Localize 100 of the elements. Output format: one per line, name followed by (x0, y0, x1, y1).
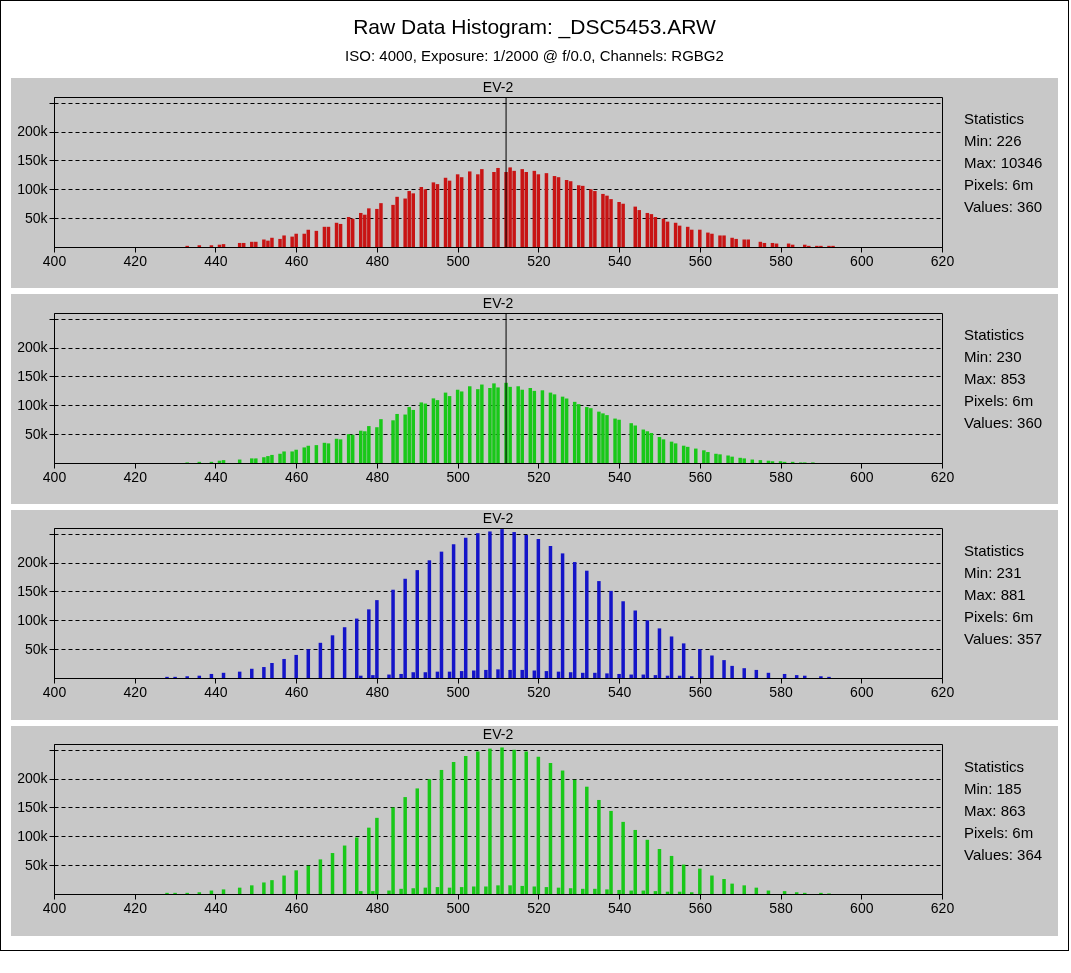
bar (262, 239, 266, 247)
x-tick-label: 460 (285, 899, 309, 916)
bar (512, 749, 516, 894)
bar (597, 581, 601, 678)
x-tick-label: 560 (688, 899, 713, 916)
bar (702, 450, 706, 463)
x-tick-label: 620 (930, 683, 955, 700)
bar (375, 600, 379, 678)
bar (262, 667, 266, 678)
bar (270, 663, 274, 678)
bar (367, 208, 371, 247)
x-tick-label: 500 (446, 899, 471, 916)
y-tick-label: 100k (17, 396, 49, 413)
x-tick-label: 580 (769, 899, 793, 916)
x-tick-label: 580 (769, 468, 793, 485)
x-tick-label: 600 (850, 252, 874, 269)
bar (278, 238, 282, 247)
x-tick-label: 500 (446, 468, 471, 485)
bar (250, 885, 254, 894)
bar (742, 458, 746, 463)
y-tick-label: 50k (24, 425, 49, 442)
bar (221, 244, 226, 247)
bar (718, 235, 722, 247)
x-tick-label: 620 (930, 252, 955, 269)
x-tick-label: 520 (527, 252, 551, 269)
x-tick-label: 600 (850, 899, 874, 916)
bar (609, 590, 613, 678)
bar (250, 668, 254, 678)
bar (278, 453, 282, 463)
x-tick-label: 540 (607, 468, 632, 485)
bar (512, 532, 516, 678)
y-tick-label: 100k (17, 611, 49, 628)
bar (500, 529, 504, 678)
bar (589, 189, 593, 247)
bar (379, 203, 383, 247)
bar (270, 880, 274, 894)
bar (395, 413, 399, 463)
y-tick-label: 50k (24, 209, 49, 226)
text: ISO: 4000, Exposure: 1/2000 @ f/0.0, Channels: RGBG2 (344, 46, 725, 66)
bar (718, 454, 722, 463)
y-tick-label: 150k (17, 798, 49, 815)
bar (250, 241, 254, 247)
bar (403, 578, 407, 678)
bar (706, 452, 710, 463)
x-tick-label: 400 (42, 899, 67, 916)
bar (262, 882, 266, 894)
bar (262, 457, 266, 463)
chart-title: EV-2 (482, 726, 514, 742)
bar (391, 807, 395, 894)
bar (581, 185, 585, 247)
bar (254, 458, 258, 463)
x-tick-label: 620 (930, 899, 955, 916)
bar (758, 460, 763, 463)
bar (722, 235, 726, 247)
bar (621, 203, 625, 247)
bar (803, 675, 807, 678)
bar (698, 649, 702, 678)
y-tick-label: 200k (17, 123, 49, 140)
x-tick-label: 420 (123, 899, 148, 916)
x-tick-label: 580 (769, 683, 793, 700)
bar (391, 589, 395, 678)
bar (633, 206, 637, 247)
text: Values: 357 (964, 629, 1043, 649)
text: Min: 230 (964, 347, 1023, 367)
bar (730, 237, 734, 247)
x-tick-label: 400 (42, 683, 67, 700)
x-tick-label: 560 (688, 683, 713, 700)
bar (633, 829, 637, 894)
text: Max: 881 (964, 585, 1027, 605)
bar (367, 609, 371, 678)
text: Values: 360 (964, 197, 1043, 217)
y-tick-label: 50k (24, 640, 49, 657)
bar (221, 889, 226, 894)
x-tick-label: 500 (446, 683, 471, 700)
text: Statistics (964, 325, 1025, 345)
x-tick-label: 400 (42, 468, 67, 485)
bar (270, 454, 274, 463)
y-tick-label: 50k (24, 856, 49, 873)
bar (613, 418, 617, 463)
bar (492, 172, 496, 247)
x-tick-label: 440 (204, 468, 228, 485)
chart-title: EV-2 (482, 78, 514, 95)
bar (714, 453, 718, 463)
y-tick-label: 200k (17, 339, 49, 356)
bar (488, 748, 492, 894)
bar (266, 240, 270, 247)
y-tick-label: 100k (17, 180, 49, 197)
y-tick-label: 150k (17, 151, 49, 168)
bar (407, 191, 411, 247)
x-tick-label: 540 (607, 252, 632, 269)
bar (512, 170, 516, 247)
bar (294, 233, 298, 247)
x-tick-label: 440 (204, 252, 228, 269)
bar (294, 654, 298, 678)
bar (270, 237, 274, 247)
bar (629, 423, 633, 463)
x-tick-label: 440 (204, 899, 228, 916)
x-tick-label: 520 (527, 899, 551, 916)
x-tick-label: 460 (285, 683, 309, 700)
bar (476, 389, 480, 463)
